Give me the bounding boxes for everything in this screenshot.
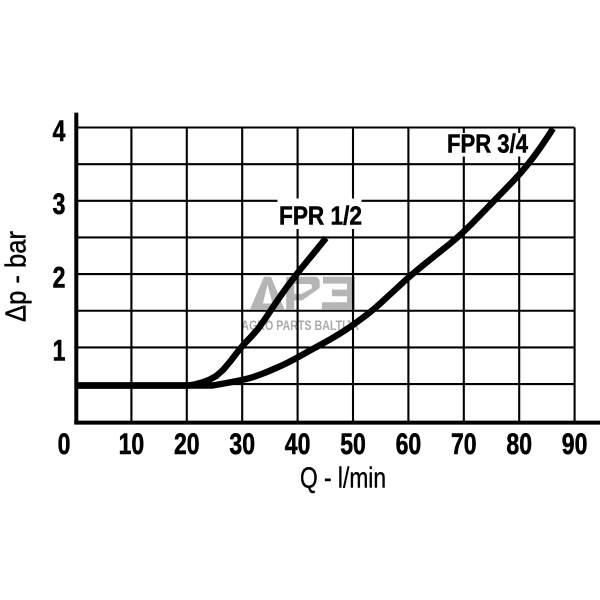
svg-text:30: 30 [229,427,255,460]
svg-text:FPR 3/4: FPR 3/4 [447,131,529,159]
svg-text:40: 40 [285,427,311,460]
svg-text:60: 60 [396,427,422,460]
svg-text:70: 70 [451,427,477,460]
svg-text:AGRO PARTS BALTIJA: AGRO PARTS BALTIJA [241,318,359,333]
svg-text:20: 20 [174,427,200,460]
svg-text:90: 90 [562,427,588,460]
svg-text:3: 3 [53,187,66,220]
svg-text:Δp - bar: Δp - bar [1,231,33,322]
svg-text:1: 1 [53,334,66,367]
svg-text:80: 80 [506,427,532,460]
svg-text:Q - l/min: Q - l/min [300,463,386,495]
svg-text:FPR 1/2: FPR 1/2 [279,203,362,231]
svg-text:10: 10 [119,427,145,460]
svg-text:0: 0 [58,427,71,460]
svg-text:2: 2 [53,261,66,294]
svg-text:4: 4 [53,114,66,147]
svg-text:50: 50 [340,427,366,460]
